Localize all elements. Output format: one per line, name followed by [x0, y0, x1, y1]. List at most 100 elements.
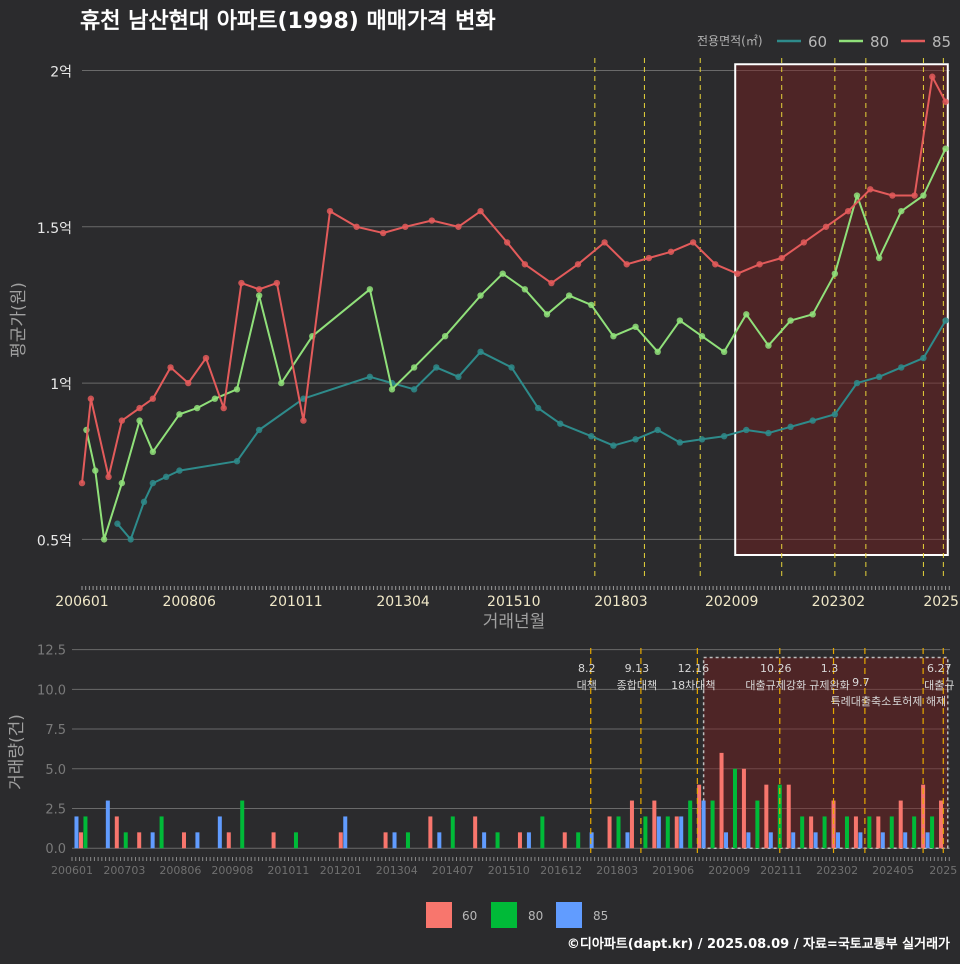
point-80-35 — [875, 254, 883, 262]
point-85-32 — [756, 261, 763, 268]
annotation-text-0: 대책 — [577, 679, 597, 692]
point-60-17 — [557, 420, 564, 427]
point-85-19 — [455, 223, 462, 230]
point-85-15 — [353, 223, 360, 230]
bar-80-24 — [930, 816, 935, 849]
bar-60-6 — [338, 832, 343, 849]
bar-60-13 — [629, 800, 634, 849]
legend-label-85: 85 — [932, 33, 951, 51]
bar-60-0 — [78, 832, 83, 849]
bar-60-8 — [428, 816, 433, 849]
price-chart: 0.5억 1억 1.5억 2억 200601 200806 201011 201304 2015… — [9, 58, 959, 632]
point-85-17 — [402, 223, 409, 230]
bar-80-16 — [755, 800, 760, 849]
bar-85-13 — [679, 816, 684, 849]
bar-60-24 — [876, 816, 881, 849]
bar-85-4 — [217, 816, 222, 849]
bar-80-8 — [540, 816, 545, 849]
point-60-16 — [534, 404, 542, 412]
point-60-9 — [366, 373, 374, 381]
point-85-22 — [521, 261, 529, 268]
point-60-29 — [831, 411, 839, 418]
point-80-19 — [521, 286, 529, 293]
bar-80-15 — [732, 768, 737, 849]
bar-85-17 — [768, 832, 773, 849]
point-80-20 — [543, 311, 551, 318]
point-80-23 — [610, 332, 617, 340]
point-60-4 — [162, 473, 170, 481]
point-85-31 — [734, 270, 741, 277]
bar-60-7 — [383, 832, 388, 849]
bar-85-20 — [836, 832, 841, 849]
bar-60-26 — [921, 784, 926, 849]
bar-60-12 — [607, 816, 612, 849]
volume-chart: 0.0 2.5 5.0 7.5 10.0 12.5 8.2 대책 9.13 종합대책 12.16 18… — [7, 644, 957, 877]
point-80-4 — [136, 417, 143, 424]
bar-85-7 — [437, 832, 442, 849]
bar-legend-label-80: 80 — [528, 909, 543, 923]
y-tick-label-1: 1억 — [50, 377, 72, 393]
x-tick-label-6: 202009 — [705, 594, 758, 610]
bar-y-tick-label-1: 2.5 — [45, 803, 66, 818]
bar-80-12 — [665, 816, 670, 849]
bar-80-13 — [688, 800, 693, 849]
y-axis-label: 평균가(원) — [9, 282, 29, 358]
point-85-30 — [712, 261, 719, 268]
annotation-date-7: 6.27 — [927, 662, 952, 675]
point-80-1 — [92, 467, 99, 474]
point-80-2 — [100, 536, 108, 543]
point-85-10 — [238, 279, 245, 287]
bar-85-21 — [858, 832, 863, 849]
bar-60-10 — [517, 832, 522, 849]
point-80-25 — [654, 348, 661, 356]
bar-80-23 — [912, 816, 917, 849]
point-60-28 — [809, 417, 816, 424]
point-85-38 — [889, 192, 896, 199]
bar-80-6 — [450, 816, 455, 849]
point-85-40 — [929, 73, 936, 80]
highlight-region — [734, 63, 949, 556]
annotation-date-4: 1.3 — [821, 662, 839, 675]
bar-x-tick-label-2: 200806 — [159, 864, 201, 877]
point-85-35 — [822, 223, 830, 230]
annotation-text-3: 대출규제강화 — [745, 679, 806, 692]
x-tick-label-5: 201803 — [594, 594, 647, 610]
point-85-16 — [379, 229, 387, 237]
point-80-37 — [920, 192, 927, 199]
point-85-26 — [623, 261, 630, 268]
point-60-18 — [588, 433, 595, 440]
point-80-17 — [477, 292, 484, 299]
annotation-text-7: 대출규 — [924, 679, 954, 692]
top-legend: 전용면적(㎡) 60 80 85 — [697, 33, 951, 51]
footer-credit: ©디아파트(dapt.kr) / 2025.08.09 / 자료=국토교통부 실… — [567, 936, 950, 952]
bar-x-tick-label-11: 201906 — [652, 864, 694, 877]
point-60-21 — [654, 426, 661, 434]
point-85-28 — [667, 248, 675, 255]
point-85-23 — [548, 279, 555, 287]
bar-85-6 — [392, 832, 397, 849]
point-80-14 — [388, 386, 396, 393]
bar-80-20 — [844, 816, 849, 849]
bar-x-tick-label-4: 201011 — [267, 864, 309, 877]
bar-80-17 — [777, 784, 782, 849]
annotation-date-5: 9.7 — [852, 676, 870, 689]
bar-60-23 — [853, 816, 858, 849]
bar-y-tick-label-0: 0.0 — [45, 842, 66, 857]
bar-60-15 — [674, 816, 679, 849]
point-80-8 — [211, 395, 219, 402]
bar-x-tick-label-7: 201407 — [432, 864, 474, 877]
bar-x-tick-label-15: 202405 — [872, 864, 914, 877]
bar-80-11 — [643, 816, 648, 849]
bar-y-tick-label-3: 7.5 — [45, 723, 66, 738]
bar-60-16 — [697, 784, 702, 849]
point-80-10 — [255, 292, 263, 299]
bar-x-minor-ticks — [71, 857, 950, 861]
x-tick-label-7: 202302 — [812, 594, 865, 610]
bar-60-20 — [786, 784, 791, 849]
bar-legend-label-85: 85 — [593, 909, 608, 923]
point-85-0 — [78, 479, 86, 487]
bar-x-tick-label-10: 201803 — [596, 864, 638, 877]
y-tick-label-2: 1.5억 — [37, 221, 72, 237]
point-85-5 — [149, 395, 157, 402]
point-85-7 — [185, 379, 192, 387]
